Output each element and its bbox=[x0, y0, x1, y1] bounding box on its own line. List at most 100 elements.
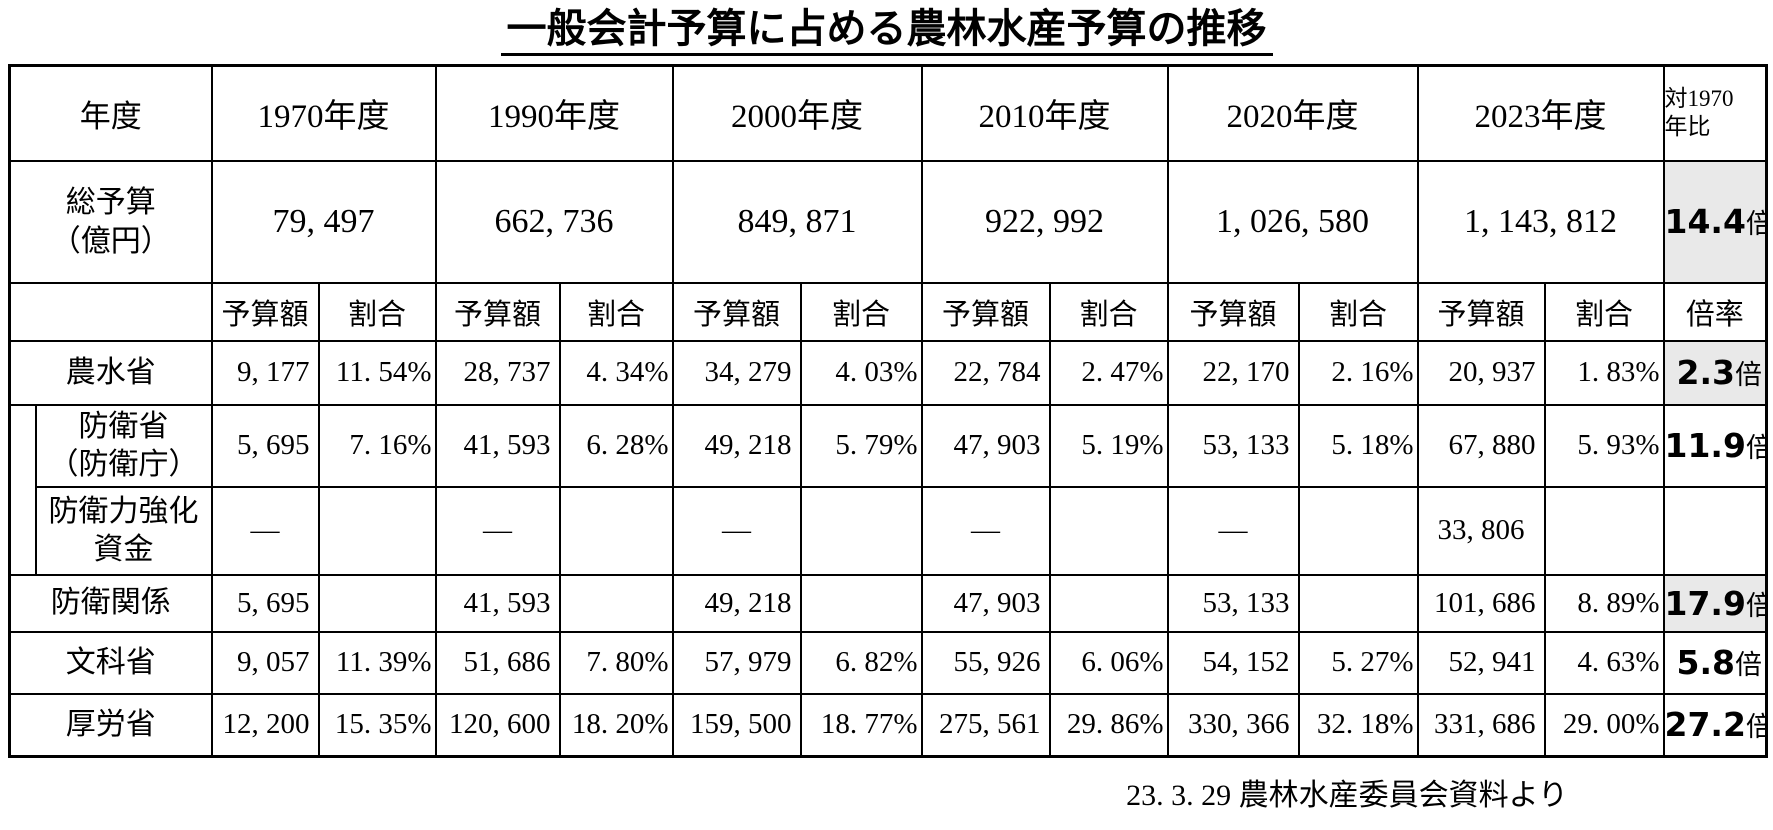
share-header: 割合 bbox=[317, 281, 437, 342]
ratio-unit: 倍 bbox=[1735, 360, 1762, 391]
budget-cell: 28, 737 bbox=[434, 339, 561, 406]
budget-cell: 120, 600 bbox=[434, 692, 561, 758]
budget-cell: 57, 979 bbox=[671, 630, 802, 695]
budget-cell: — bbox=[920, 485, 1051, 576]
year-header: 2000年度 bbox=[671, 64, 923, 162]
subheader-row: 予算額 割合 予算額 割合 予算額 割合 予算額 割合 予算額 割合 予算額 割… bbox=[8, 281, 1768, 342]
budget-cell: 9, 057 bbox=[210, 630, 320, 695]
row-label: 総予算 （億円） bbox=[8, 159, 213, 284]
share-cell: 7. 16% bbox=[317, 403, 437, 488]
share-header: 割合 bbox=[799, 281, 923, 342]
year-header: 2020年度 bbox=[1166, 64, 1419, 162]
year-header: 1990年度 bbox=[434, 64, 674, 162]
ratio-value: 27.2 bbox=[1664, 705, 1746, 745]
budget-cell: 47, 903 bbox=[920, 573, 1051, 633]
budget-cell: 52, 941 bbox=[1416, 630, 1546, 695]
share-cell: 2. 47% bbox=[1048, 339, 1169, 406]
ratio-cell: 17.9倍 bbox=[1662, 573, 1768, 633]
row-label: 防衛関係 bbox=[8, 573, 213, 633]
budget-cell: 41, 593 bbox=[434, 573, 561, 633]
ratio-header: 倍率 bbox=[1662, 281, 1768, 342]
share-cell: 4. 03% bbox=[799, 339, 923, 406]
total-cell: 1, 026, 580 bbox=[1166, 159, 1419, 284]
share-header: 割合 bbox=[1048, 281, 1169, 342]
budget-header: 予算額 bbox=[210, 281, 320, 342]
budget-cell: 5, 695 bbox=[210, 403, 320, 488]
indent-strip-cell bbox=[8, 403, 37, 576]
ratio-unit: 倍 bbox=[1746, 712, 1765, 743]
share-cell: 18. 20% bbox=[558, 692, 674, 758]
budget-header: 予算額 bbox=[671, 281, 802, 342]
share-cell: 29. 00% bbox=[1543, 692, 1665, 758]
share-header: 割合 bbox=[1543, 281, 1665, 342]
share-cell: 1. 83% bbox=[1543, 339, 1665, 406]
total-cell: 1, 143, 812 bbox=[1416, 159, 1665, 284]
source-note: 23. 3. 29 農林水産委員会資料より bbox=[1126, 779, 1568, 812]
share-cell bbox=[317, 485, 437, 576]
share-cell bbox=[558, 573, 674, 633]
table-row-maff: 農水省 9, 177 11. 54% 28, 737 4. 34% 34, 27… bbox=[8, 339, 1768, 406]
share-cell: 5. 19% bbox=[1048, 403, 1169, 488]
budget-cell: 51, 686 bbox=[434, 630, 561, 695]
budget-cell: 22, 784 bbox=[920, 339, 1051, 406]
share-cell: 6. 06% bbox=[1048, 630, 1169, 695]
row-label: 農水省 bbox=[8, 339, 213, 406]
ratio-cell: 11.9倍 bbox=[1662, 403, 1768, 488]
budget-cell: 331, 686 bbox=[1416, 692, 1546, 758]
ratio-cell: 27.2倍 bbox=[1662, 692, 1768, 758]
share-cell bbox=[1297, 485, 1419, 576]
share-cell: 15. 35% bbox=[317, 692, 437, 758]
share-cell bbox=[558, 485, 674, 576]
share-cell: 5. 18% bbox=[1297, 403, 1419, 488]
budget-header: 予算額 bbox=[1416, 281, 1546, 342]
row-label: 防衛省 （防衛庁） bbox=[34, 403, 213, 488]
year-header: 2010年度 bbox=[920, 64, 1169, 162]
share-cell bbox=[317, 573, 437, 633]
budget-cell: — bbox=[1166, 485, 1300, 576]
row-label: 文科省 bbox=[8, 630, 213, 695]
total-budget-row: 総予算 （億円） 79, 497 662, 736 849, 871 922, … bbox=[8, 159, 1768, 284]
ratio-cell bbox=[1662, 485, 1768, 576]
budget-cell: — bbox=[210, 485, 320, 576]
budget-cell: 34, 279 bbox=[671, 339, 802, 406]
ratio-cell: 2.3倍 bbox=[1662, 339, 1768, 406]
share-cell bbox=[1297, 573, 1419, 633]
budget-cell: 67, 880 bbox=[1416, 403, 1546, 488]
share-cell: 8. 89% bbox=[1543, 573, 1665, 633]
corner-cell: 年度 bbox=[8, 64, 213, 162]
budget-cell: 54, 152 bbox=[1166, 630, 1300, 695]
year-header: 2023年度 bbox=[1416, 64, 1665, 162]
budget-cell: 47, 903 bbox=[920, 403, 1051, 488]
budget-cell: 22, 170 bbox=[1166, 339, 1300, 406]
year-header: 1970年度 bbox=[210, 64, 437, 162]
share-cell bbox=[1048, 573, 1169, 633]
budget-cell: 53, 133 bbox=[1166, 403, 1300, 488]
row-label: 防衛力強化 資金 bbox=[34, 485, 213, 576]
share-header: 割合 bbox=[558, 281, 674, 342]
ratio-value: 14.4 bbox=[1664, 202, 1746, 241]
share-cell: 2. 16% bbox=[1297, 339, 1419, 406]
year-header-row: 年度 1970年度 1990年度 2000年度 2010年度 2020年度 20… bbox=[8, 64, 1768, 162]
budget-cell: 9, 177 bbox=[210, 339, 320, 406]
budget-cell: 53, 133 bbox=[1166, 573, 1300, 633]
table-row-defense-fund: 防衛力強化 資金 — — — — — 33, 806 bbox=[10, 485, 1768, 576]
share-cell bbox=[1048, 485, 1169, 576]
share-cell: 4. 34% bbox=[558, 339, 674, 406]
budget-table: 年度 1970年度 1990年度 2000年度 2010年度 2020年度 20… bbox=[8, 64, 1768, 758]
budget-cell: 20, 937 bbox=[1416, 339, 1546, 406]
budget-cell: 49, 218 bbox=[671, 573, 802, 633]
share-cell: 5. 93% bbox=[1543, 403, 1665, 488]
vs-1970-header: 対1970 年比 bbox=[1663, 64, 1768, 162]
ratio-unit: 倍 bbox=[1735, 650, 1762, 681]
share-cell bbox=[799, 485, 923, 576]
share-cell: 18. 77% bbox=[799, 692, 923, 758]
total-cell: 922, 992 bbox=[920, 159, 1169, 284]
ratio-cell: 5.8倍 bbox=[1662, 630, 1768, 695]
budget-cell: 41, 593 bbox=[434, 403, 561, 488]
ratio-unit: 倍 bbox=[1746, 209, 1765, 240]
budget-cell: 12, 200 bbox=[210, 692, 320, 758]
ratio-value: 17.9 bbox=[1664, 583, 1746, 623]
budget-cell: 33, 806 bbox=[1416, 485, 1546, 576]
ratio-value: 2.3 bbox=[1676, 353, 1735, 392]
share-cell: 7. 80% bbox=[558, 630, 674, 695]
